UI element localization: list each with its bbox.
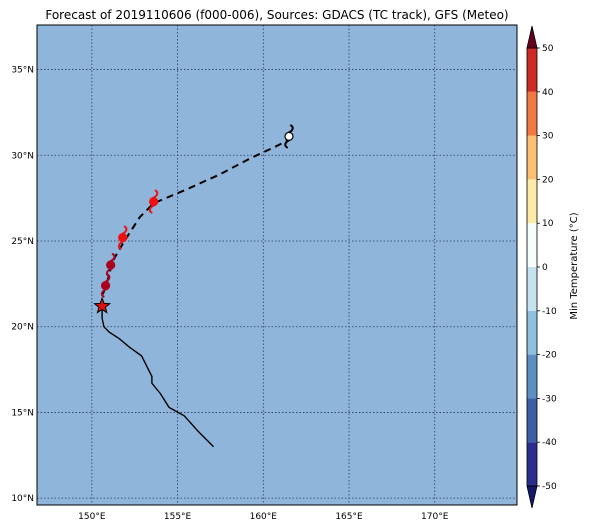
figure-title: Forecast of 2019110606 (f000-006), Sourc… [45,8,508,22]
colorbar-tick-label: 20 [542,175,554,185]
colorbar-cell [527,223,537,267]
tropical-cyclone-icon [117,225,128,250]
latitude-labels: 10°N 15°N 20°N 25°N 30°N 35°N [11,66,34,505]
latitude-label: 20°N [11,323,34,333]
past-track-line [101,306,215,448]
colorbar-label: Min Temperature (°C) [569,212,580,319]
colorbar-tick-label: -40 [542,438,557,448]
colorbar-cell [527,442,537,486]
longitude-label: 150°E [78,512,106,522]
colorbar-tick-label: 0 [542,263,548,273]
colorbar-tick-label: 30 [542,132,554,142]
current-position-star-icon [93,296,112,314]
colorbar-cell [527,135,537,180]
colorbar-cell [527,179,537,224]
colorbar-cell [527,91,537,136]
graticule [37,25,517,505]
latitude-label: 15°N [11,408,34,418]
longitude-label: 160°E [250,512,278,522]
longitude-label: 170°E [421,512,449,522]
colorbar-tick-label: 40 [542,88,554,98]
tropical-cyclone-icon [148,189,159,214]
colorbar-tick-label: 50 [542,44,554,54]
colorbar-cell [527,267,537,311]
colorbar-under-arrow [526,485,538,509]
colorbar-cell [527,398,537,443]
colorbar-cells [526,25,538,509]
colorbar-tick-label: -50 [542,482,557,492]
tropical-cyclone-icon [284,124,294,149]
forecast-track-line [101,139,290,307]
colorbar-over-arrow [526,25,538,49]
colorbar-cell [527,48,537,92]
latitude-label: 30°N [11,151,34,161]
map-panel: 150°E 155°E 160°E 165°E 170°E 10°N 15°N 20°N 25… [11,24,518,522]
storm-markers [93,124,294,314]
latitude-label: 35°N [11,66,34,76]
map-frame [36,24,518,506]
colorbar: -50 -40 -30 -20 -10 0 10 20 30 40 50 Min Temperatu… [526,25,580,509]
tropical-cyclone-icon [105,253,116,277]
latitude-label: 10°N [11,494,34,504]
colorbar-tick-label: 10 [542,219,554,229]
longitude-labels: 150°E 155°E 160°E 165°E 170°E [78,512,449,522]
colorbar-tick-label: -20 [542,351,557,361]
colorbar-cell [527,310,537,355]
longitude-label: 155°E [164,512,192,522]
colorbar-tick-label: -10 [542,307,557,317]
ocean-background [37,25,517,505]
latitude-label: 25°N [11,237,34,247]
longitude-label: 165°E [335,512,363,522]
colorbar-cell [527,354,537,399]
colorbar-ticks: -50 -40 -30 -20 -10 0 10 20 30 40 50 [537,44,557,492]
colorbar-tick-label: -30 [542,394,557,404]
